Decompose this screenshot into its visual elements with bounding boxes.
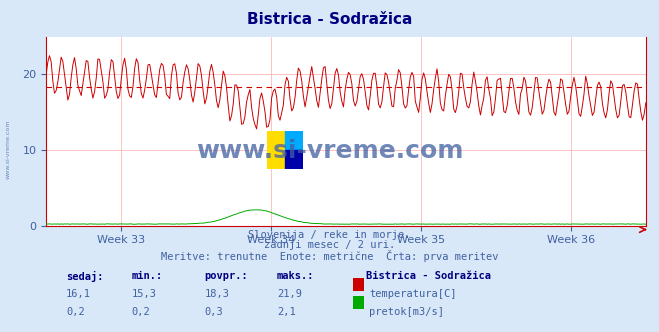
Text: Bistrica - Sodražica: Bistrica - Sodražica [366, 271, 491, 281]
Text: 0,2: 0,2 [66, 307, 84, 317]
Text: www.si-vreme.com: www.si-vreme.com [5, 120, 11, 179]
Text: temperatura[C]: temperatura[C] [369, 289, 457, 299]
Text: maks.:: maks.: [277, 271, 314, 281]
Text: 0,3: 0,3 [204, 307, 223, 317]
Text: www.si-vreme.com: www.si-vreme.com [196, 139, 463, 163]
Bar [267, 131, 285, 169]
Text: pretok[m3/s]: pretok[m3/s] [369, 307, 444, 317]
Text: 15,3: 15,3 [132, 289, 157, 299]
Text: 18,3: 18,3 [204, 289, 229, 299]
Text: povpr.:: povpr.: [204, 271, 248, 281]
Text: 2,1: 2,1 [277, 307, 295, 317]
Text: 16,1: 16,1 [66, 289, 91, 299]
Text: min.:: min.: [132, 271, 163, 281]
Text: Bistrica - Sodražica: Bistrica - Sodražica [247, 12, 412, 27]
Text: 0,2: 0,2 [132, 307, 150, 317]
Text: Meritve: trenutne  Enote: metrične  Črta: prva meritev: Meritve: trenutne Enote: metrične Črta: … [161, 250, 498, 262]
Text: sedaj:: sedaj: [66, 271, 103, 282]
Text: Slovenija / reke in morje.: Slovenija / reke in morje. [248, 230, 411, 240]
Bar [285, 131, 303, 150]
Text: zadnji mesec / 2 uri.: zadnji mesec / 2 uri. [264, 240, 395, 250]
Text: 21,9: 21,9 [277, 289, 302, 299]
Bar [285, 150, 303, 169]
